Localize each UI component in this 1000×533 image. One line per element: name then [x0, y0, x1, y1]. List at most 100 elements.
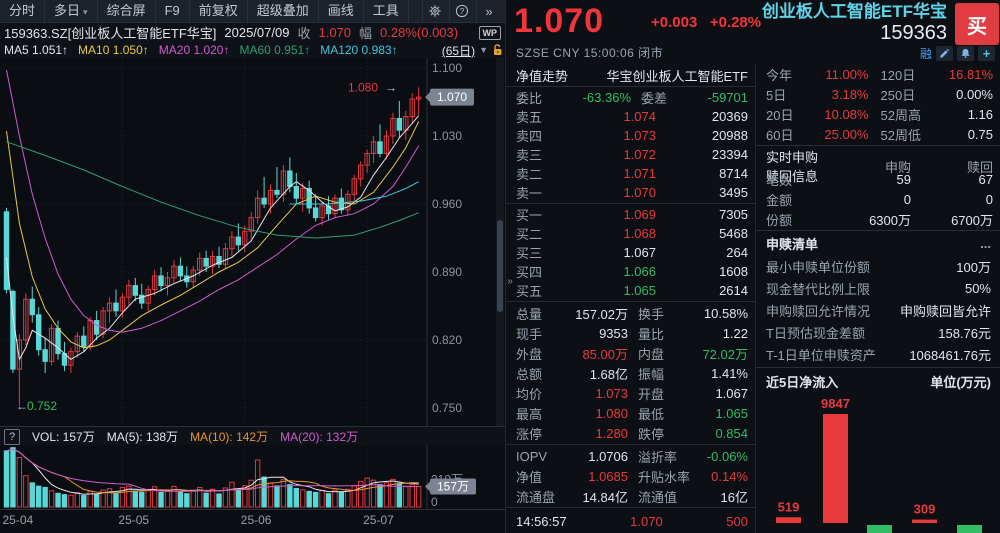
net-inflow-chart[interactable]: 519 9847 309	[756, 394, 1000, 533]
close-value: 1.070	[318, 25, 352, 40]
tick-volume: 500	[726, 513, 748, 529]
x-axis-label-2: 25-06	[240, 513, 272, 527]
toolbar-tab-1[interactable]: 多日 ▾	[45, 0, 98, 22]
svg-text:?: ?	[460, 7, 465, 16]
toolbar-menu-1[interactable]: F9	[156, 0, 190, 22]
perf-label: 120日	[880, 67, 916, 83]
alert-bell-icon[interactable]	[957, 46, 974, 61]
stat-value: 1.41%	[711, 365, 748, 381]
chart-scrollbar[interactable]	[496, 58, 504, 426]
info-panel: 今年 11.00% 120日 16.81% 5日 3.18% 250日 0.00% 20日 10.…	[755, 64, 1000, 533]
level-label: 买二	[516, 227, 543, 242]
subscription-header: 实时申购赎回信息 申购 赎回	[756, 147, 1000, 184]
stat-row-b2: 流通盘 14.84亿 流通值 16亿	[506, 486, 756, 506]
stat-value: 0.14%	[711, 468, 748, 484]
market-status: SZSE CNY 15:00:06 闭市	[516, 46, 664, 60]
sub-redeem-value: 6700万	[951, 212, 993, 228]
level-qty: 23394	[711, 147, 748, 162]
help-icon[interactable]: ?	[449, 0, 474, 22]
bid-levels: 买一 1.069 7305 买二 1.068 5468 买三 1.067 264 买四 1.066 1…	[506, 205, 756, 300]
edit-pencil-icon[interactable]	[936, 46, 953, 61]
stat-value: 0.854	[715, 425, 748, 441]
svg-text:309: 309	[914, 502, 936, 517]
subscription-row-1: 金额 0 0	[756, 189, 1000, 209]
stat-label: 现手	[516, 326, 543, 342]
bid-row-0[interactable]: 买一 1.069 7305	[506, 205, 756, 224]
stat-value: 1.080	[595, 405, 628, 421]
stat-row-a3: 总额 1.68亿 振幅 1.41%	[506, 363, 756, 383]
bid-row-3[interactable]: 买四 1.066 1608	[506, 262, 756, 281]
level-label: 买五	[516, 284, 543, 299]
quote-action-icons: 融 +	[920, 45, 995, 62]
stat-value: 157.02万	[575, 306, 628, 322]
svg-text:0.820: 0.820	[432, 333, 462, 347]
toolbar: 分时 多日 ▾ 综合屏 F9 前复权 超级叠加 画线 工具 ? »	[0, 0, 505, 23]
sub-subscribe-value: 0	[903, 191, 911, 207]
flow-header: 近5日净流入 单位(万元)	[756, 369, 1000, 395]
nav-row[interactable]: 净值走势 华宝创业板人工智能ETF	[506, 64, 756, 87]
stat-value: 1.0685	[588, 468, 628, 484]
stat-label: 内盘	[638, 346, 665, 362]
toolbar-menu-3[interactable]: 超级叠加	[248, 0, 319, 22]
ma-legend-item-0: MA5 1.051↑	[4, 43, 69, 57]
volume-chart[interactable]: 210万0157万	[0, 445, 505, 509]
period-selector[interactable]: (65日) ▼	[442, 42, 509, 59]
svg-text:0.750: 0.750	[432, 401, 462, 415]
scrollbar-thumb[interactable]	[497, 220, 503, 312]
bid-row-1[interactable]: 买二 1.068 5468	[506, 224, 756, 243]
ask-row-0[interactable]: 卖五 1.074 20369	[506, 107, 756, 126]
ma-legend-item-2: MA20 1.020↑	[158, 43, 230, 57]
kline-chart[interactable]: 1.100 1.030 0.960 0.890 0.820 0.750 ← 0.752 1.08…	[0, 58, 505, 426]
sub-redeem-value: 0	[985, 191, 993, 207]
toolbar-menu-2[interactable]: 前复权	[190, 0, 248, 22]
toolbar-tab-0[interactable]: 分时	[0, 0, 46, 22]
ask-row-3[interactable]: 卖二 1.071 8714	[506, 164, 756, 183]
stat-label: 最高	[516, 406, 543, 422]
stat-label: 振幅	[638, 366, 665, 382]
buy-button[interactable]: 买	[955, 3, 999, 45]
expand-more-icon[interactable]: »	[476, 0, 501, 22]
sub-label: 金额	[766, 192, 793, 208]
stat-row-b0: IOPV 1.0706 溢折率 -0.06%	[506, 446, 756, 466]
more-ellipsis[interactable]: ...	[980, 236, 991, 252]
info-divider-1	[756, 145, 1000, 146]
ma-legend-item-4: MA120 0.983↑	[320, 43, 398, 57]
level-qty: 264	[726, 245, 748, 260]
toolbar-menu-0[interactable]: 综合屏	[98, 0, 156, 22]
stat-value: 1.22	[722, 325, 748, 341]
stat-row-a1: 现手 9353 量比 1.22	[506, 323, 756, 343]
svg-text:1.080: 1.080	[348, 80, 378, 94]
stat-value: 1.0706	[588, 448, 628, 464]
ma-legend-item-1: MA10 1.050↑	[78, 43, 149, 57]
volume-help-icon[interactable]: ?	[4, 428, 20, 445]
perf-label: 5日	[766, 87, 787, 103]
panel-collapse-handle[interactable]: »	[507, 275, 513, 287]
toolbar-menu-4[interactable]: 画线	[319, 0, 364, 22]
redemption-list-rows: 最小申赎单位份额 100万 现金替代比例上限 50% 申购赎回允许情况 申购赎回皆允许 T日…	[756, 256, 1000, 366]
ask-row-1[interactable]: 卖四 1.073 20988	[506, 126, 756, 145]
volume-legend-items: VOL: 157万 MA(5): 138万 MA(10): 142万 MA(20): …	[32, 428, 358, 445]
unlock-icon[interactable]	[492, 44, 503, 56]
bid-row-4[interactable]: 买五 1.065 2614	[506, 281, 756, 300]
ask-row-2[interactable]: 卖三 1.072 23394	[506, 145, 756, 164]
svg-text:→: →	[385, 80, 397, 94]
redemption-label: 现金替代比例上限	[766, 282, 871, 298]
tick-time: 14:56:57	[516, 513, 567, 529]
level-price: 1.067	[623, 245, 656, 260]
stat-label: 均价	[516, 386, 543, 402]
ask-row-4[interactable]: 卖一 1.070 3495	[506, 183, 756, 202]
toolbar-menu-5[interactable]: 工具	[364, 0, 409, 22]
stat-value: 16亿	[720, 489, 748, 505]
stat-value: 72.02万	[702, 346, 748, 362]
weibi-value: -63.36%	[582, 89, 631, 105]
svg-text:0.890: 0.890	[432, 265, 462, 279]
bid-row-2[interactable]: 买三 1.067 264	[506, 243, 756, 262]
level-qty: 2614	[719, 283, 748, 298]
add-plus-icon[interactable]: +	[978, 46, 995, 61]
margin-flag: 融	[919, 47, 932, 61]
settings-gear-icon[interactable]	[422, 0, 447, 22]
wencai-wp-badge[interactable]: WP	[478, 25, 501, 40]
stat-label: 升贴水率	[638, 469, 691, 485]
level-price: 1.071	[623, 166, 656, 181]
redemption-row-2: 申购赎回允许情况 申购赎回皆允许	[756, 300, 1000, 322]
